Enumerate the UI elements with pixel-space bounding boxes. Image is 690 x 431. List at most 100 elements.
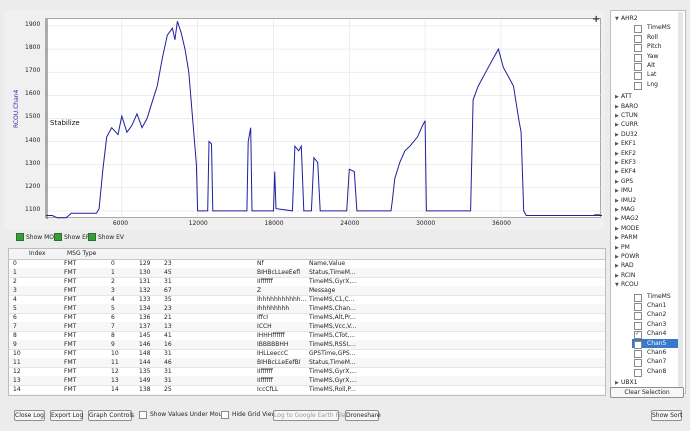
tree-group-imu[interactable]: ▶ IMU <box>615 187 632 194</box>
hide-grid-toggle[interactable]: Hide Grid View <box>221 410 276 419</box>
checkbox[interactable] <box>634 321 642 330</box>
checkbox[interactable] <box>634 53 642 62</box>
show-ev-checkbox[interactable] <box>88 233 96 241</box>
field-tree[interactable]: ▼ AHR2 TimeMS Roll Pitch Yaw Alt Lat Lng ▶ ATT ▶ BAR… <box>610 10 686 394</box>
droneshare-button[interactable]: Droneshare <box>345 410 381 421</box>
tree-group-du32[interactable]: ▶ DU32 <box>615 131 638 138</box>
table-row[interactable]: 13 FMT 13 149 31 IIffffff TimeMS,GyrX,... <box>9 376 605 386</box>
expand-right-icon[interactable]: ▶ <box>615 150 619 157</box>
tree-group-ctun[interactable]: ▶ CTUN <box>615 112 638 119</box>
tree-field-chan5[interactable]: Chan5 <box>647 340 666 347</box>
table-row[interactable]: 5 FMT 5 134 23 Ihhhhhhhh TimeMS,Chan... <box>9 304 605 314</box>
tree-field-chan7[interactable]: Chan7 <box>647 358 666 365</box>
tree-group-powr[interactable]: ▶ POWR <box>615 253 639 260</box>
expand-right-icon[interactable]: ▶ <box>615 141 619 148</box>
column-header-index[interactable]: Index <box>29 250 46 257</box>
expand-right-icon[interactable]: ▶ <box>615 122 619 129</box>
plot-area[interactable]: Stabilize <box>45 18 602 219</box>
tree-group-ahr2[interactable]: ▼ AHR2 <box>615 15 638 22</box>
checkbox[interactable] <box>634 359 642 368</box>
column-header-msg-type[interactable]: MSG Type <box>67 250 97 257</box>
show-values-toggle[interactable]: Show Values Under Mouse <box>139 410 229 419</box>
tree-scrollbar[interactable] <box>678 12 683 390</box>
hide-grid-checkbox[interactable] <box>221 410 229 419</box>
tree-group-att[interactable]: ▶ ATT <box>615 93 632 100</box>
expand-right-icon[interactable]: ▶ <box>615 254 619 260</box>
tree-group-curr[interactable]: ▶ CURR <box>615 121 638 128</box>
checkbox[interactable] <box>634 368 642 377</box>
google-earth-button[interactable]: Log to Google Earth File <box>273 410 346 421</box>
table-row[interactable]: 9 FMT 9 146 16 IBBBBBHH TimeMS,RSSI,... <box>9 340 605 350</box>
checkbox[interactable] <box>634 72 642 81</box>
tree-field-pitch[interactable]: Pitch <box>647 43 662 50</box>
expand-right-icon[interactable]: ▶ <box>615 131 619 138</box>
expand-right-icon[interactable]: ▶ <box>615 225 619 232</box>
tree-group-rcin[interactable]: ▶ RCIN <box>615 272 635 279</box>
checkbox[interactable] <box>634 293 642 302</box>
clear-selection-button[interactable]: Clear Selection <box>610 387 684 398</box>
tree-group-rcou[interactable]: ▼ RCOU <box>615 281 638 288</box>
show-values-checkbox[interactable] <box>139 410 147 419</box>
tree-field-chan6[interactable]: Chan6 <box>647 349 666 356</box>
expand-right-icon[interactable]: ▶ <box>615 380 619 387</box>
expand-right-icon[interactable]: ▶ <box>615 178 619 185</box>
tree-field-lat[interactable]: Lat <box>647 71 656 78</box>
checkbox[interactable] <box>634 63 642 71</box>
table-row[interactable]: 11 FMT 11 144 46 BIHBcLLeEefBI Status,TimeM... <box>9 358 605 368</box>
tree-group-imu2[interactable]: ▶ IMU2 <box>615 197 636 204</box>
expand-right-icon[interactable]: ▶ <box>615 263 619 270</box>
tree-field-chan8[interactable]: Chan8 <box>647 368 666 375</box>
expand-right-icon[interactable]: ▶ <box>615 169 619 176</box>
tree-group-mode[interactable]: ▶ MODE <box>615 225 639 232</box>
checkbox[interactable] <box>634 350 642 358</box>
tree-field-chan3[interactable]: Chan3 <box>647 321 666 328</box>
expand-right-icon[interactable]: ▶ <box>615 103 619 110</box>
tree-field-timems[interactable]: TimeMS <box>647 293 671 300</box>
table-row[interactable]: 1 FMT 1 130 45 BIHBcLLeeEefl Status,TimeM... <box>9 268 605 278</box>
table-row[interactable]: 3 FMT 3 132 67 Z Message <box>9 286 605 296</box>
tree-field-lng[interactable]: Lng <box>647 81 658 88</box>
expand-right-icon[interactable]: ▶ <box>615 113 619 119</box>
checkbox[interactable] <box>634 340 642 349</box>
expand-right-icon[interactable]: ▶ <box>615 188 619 195</box>
checkbox[interactable] <box>634 81 642 90</box>
checkbox[interactable] <box>634 25 642 34</box>
show-mod-checkbox[interactable] <box>16 233 24 241</box>
checkbox[interactable] <box>634 312 642 321</box>
tree-group-pm[interactable]: ▶ PM <box>615 244 630 251</box>
tree-group-ekf4[interactable]: ▶ EKF4 <box>615 168 636 175</box>
log-table[interactable]: Index MSG Type 0 FMT 0 129 23 Nf Name,Value 1 FM… <box>8 248 606 396</box>
tree-group-baro[interactable]: ▶ BARO <box>615 103 638 110</box>
line-chart[interactable]: Stabilize <box>46 19 602 219</box>
tree-field-chan1[interactable]: Chan1 <box>647 302 666 309</box>
show-err-checkbox[interactable] <box>54 233 62 241</box>
expand-right-icon[interactable]: ▶ <box>615 207 619 213</box>
tree-field-roll[interactable]: Roll <box>647 34 658 41</box>
tree-field-alt[interactable]: Alt <box>647 62 655 69</box>
expand-right-icon[interactable]: ▶ <box>615 244 619 251</box>
expand-right-icon[interactable]: ▶ <box>615 197 619 204</box>
table-row[interactable]: 15FMT1513925IccCfLLTimeMS,Roll,P... <box>9 394 605 395</box>
tree-field-chan4[interactable]: Chan4 <box>647 330 666 337</box>
tree-group-ekf3[interactable]: ▶ EKF3 <box>615 159 636 166</box>
tree-group-ekf1[interactable]: ▶ EKF1 <box>615 140 636 147</box>
zoom-out-button[interactable]: − <box>593 210 602 221</box>
expand-right-icon[interactable]: ▶ <box>615 160 619 166</box>
tree-group-rad[interactable]: ▶ RAD <box>615 262 634 269</box>
tree-group-ekf2[interactable]: ▶ EKF2 <box>615 150 636 157</box>
tree-group-mag2[interactable]: ▶ MAG2 <box>615 215 639 222</box>
table-row[interactable]: 7 FMT 7 137 13 ICCH TimeMS,Vcc,V... <box>9 322 605 332</box>
checkbox[interactable] <box>634 34 642 43</box>
close-log-button[interactable]: Close Log <box>14 410 45 421</box>
tree-group-gps[interactable]: ▶ GPS <box>615 178 633 185</box>
export-log-button[interactable]: Export Log <box>50 410 84 421</box>
show-sort-button[interactable]: Show Sort <box>651 410 683 421</box>
show-ev-toggle[interactable]: Show EV <box>88 233 124 241</box>
expand-down-icon[interactable]: ▼ <box>615 282 619 289</box>
expand-right-icon[interactable]: ▶ <box>615 94 619 101</box>
expand-right-icon[interactable]: ▶ <box>615 235 619 242</box>
expand-right-icon[interactable]: ▶ <box>615 272 619 279</box>
tree-field-chan2[interactable]: Chan2 <box>647 311 666 318</box>
show-err-toggle[interactable]: Show ER <box>54 233 90 241</box>
tree-group-parm[interactable]: ▶ PARM <box>615 234 638 241</box>
